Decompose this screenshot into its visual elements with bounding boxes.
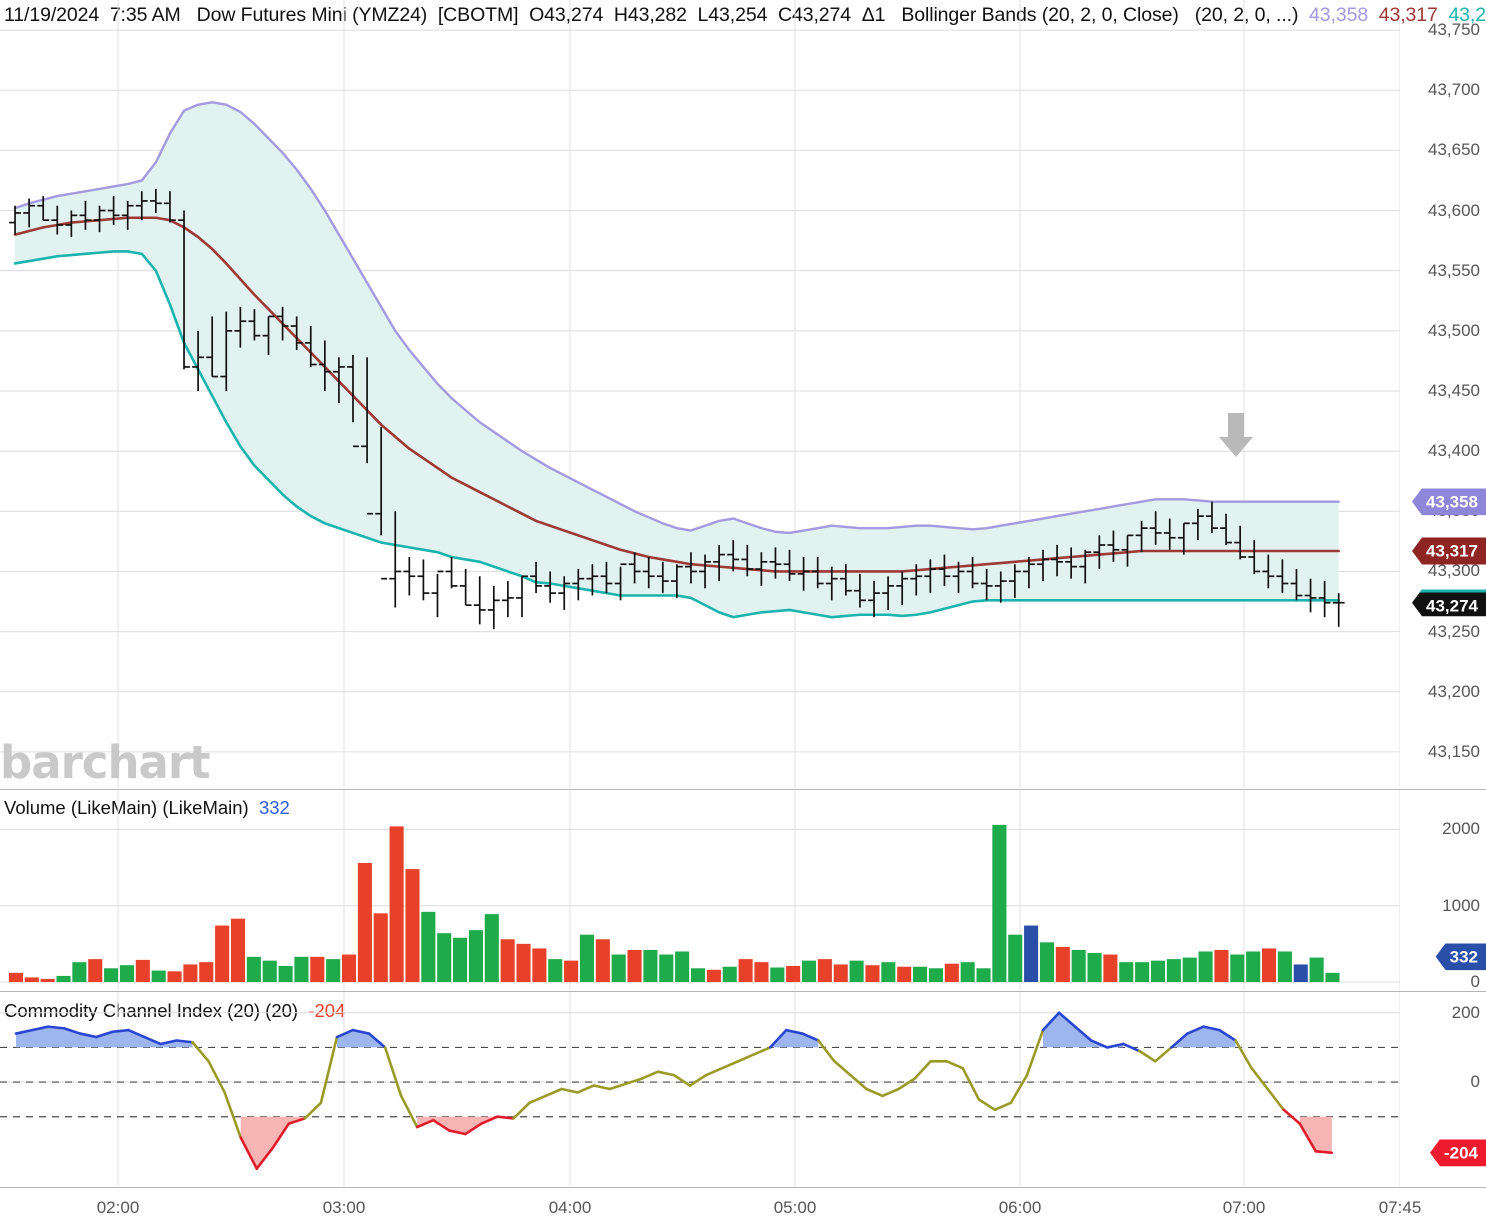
cci-panel-label: Commodity Channel Index (20) (20) -204 [4, 1000, 345, 1022]
header-indicator-params: (20, 2, 0, ...) [1194, 4, 1299, 26]
time-axis-tick: 04:00 [548, 1198, 592, 1217]
volume-axis[interactable]: 2000 1000 0 332 [1400, 790, 1486, 991]
time-axis-tick: 07:00 [1222, 1198, 1266, 1217]
price-axis-label: 43,700 [1428, 80, 1480, 100]
volume-panel-label: Volume (LikeMain) (LikeMain) 332 [4, 797, 290, 819]
header-low: L43,254 [697, 4, 768, 26]
time-axis-tick: 02:00 [96, 1198, 140, 1217]
volume-axis-label: 0 [1470, 972, 1480, 991]
last-price-tag[interactable]: 43,274 [1412, 589, 1486, 617]
panel-divider-1 [0, 789, 1486, 790]
header-symbol: Dow Futures Mini (YMZ24) [196, 4, 428, 26]
header-bb-lower-value: 43,276 [1448, 4, 1486, 26]
price-panel[interactable] [0, 0, 1400, 788]
bb-upper-price-tag[interactable]: 43,358 [1412, 488, 1486, 516]
volume-value-tag[interactable]: 332 [1435, 943, 1486, 971]
price-axis-label: 43,250 [1428, 621, 1480, 641]
chart-header: 11/19/2024 7:35 AM Dow Futures Mini (YMZ… [4, 4, 1486, 27]
price-axis-label: 43,150 [1428, 741, 1480, 761]
cci-title: Commodity Channel Index (20) (20) [4, 1000, 299, 1021]
time-axis-tick: 06:00 [998, 1198, 1042, 1217]
down-arrow-marker [1219, 413, 1253, 457]
cci-axis-label: 0 [1470, 1072, 1480, 1092]
header-date: 11/19/2024 [4, 4, 100, 26]
volume-panel[interactable] [0, 790, 1400, 990]
volume-plot[interactable] [0, 790, 1400, 990]
cci-plot[interactable] [0, 992, 1400, 1186]
time-axis-tick: 05:00 [773, 1198, 817, 1217]
volume-title: Volume (LikeMain) (LikeMain) [4, 797, 249, 818]
time-axis-tick: 03:00 [322, 1198, 366, 1217]
price-axis-label: 43,300 [1428, 561, 1480, 581]
header-change: Δ1 [861, 4, 886, 26]
cci-value: -204 [308, 1000, 346, 1021]
price-axis-label: 43,400 [1428, 441, 1480, 461]
price-axis[interactable]: 43,750 43,700 43,650 43,600 43,550 43,500 43,4… [1400, 0, 1486, 788]
cci-axis-label: 200 [1451, 1002, 1480, 1022]
price-axis-label: 43,650 [1428, 140, 1480, 160]
header-bb-middle-value: 43,317 [1378, 4, 1438, 26]
price-axis-label: 43,450 [1428, 380, 1480, 400]
header-close: C43,274 [778, 4, 852, 26]
header-open: O43,274 [529, 4, 604, 26]
time-axis[interactable]: 02:00 03:00 04:00 05:00 06:00 07:00 07:45 [0, 1188, 1422, 1226]
price-axis-label: 43,500 [1428, 320, 1480, 340]
price-axis-label: 43,200 [1428, 681, 1480, 701]
cci-value-tag[interactable]: -204 [1429, 1139, 1486, 1167]
price-axis-label: 43,550 [1428, 260, 1480, 280]
volume-value: 332 [258, 797, 290, 818]
cci-axis[interactable]: 200 0 -204 [1400, 992, 1486, 1186]
header-exchange: [CBOTM] [437, 4, 519, 26]
volume-axis-label: 2000 [1442, 819, 1480, 839]
volume-axis-label: 1000 [1442, 895, 1480, 915]
panel-divider-2 [0, 991, 1486, 992]
time-axis-divider [0, 1187, 1486, 1188]
time-axis-tick: 07:45 [1378, 1198, 1422, 1217]
price-axis-label: 43,600 [1428, 200, 1480, 220]
header-high: H43,282 [613, 4, 687, 26]
price-plot[interactable] [0, 0, 1400, 788]
header-indicator-name[interactable]: Bollinger Bands (20, 2, 0, Close) [901, 4, 1179, 26]
price-axis-label: 43,750 [1428, 20, 1480, 40]
barchart-watermark: barchart [0, 736, 211, 789]
header-bb-upper-value: 43,358 [1309, 4, 1369, 26]
header-time: 7:35 AM [109, 4, 181, 26]
bb-middle-price-tag[interactable]: 43,317 [1412, 537, 1486, 565]
cci-panel[interactable] [0, 992, 1400, 1186]
